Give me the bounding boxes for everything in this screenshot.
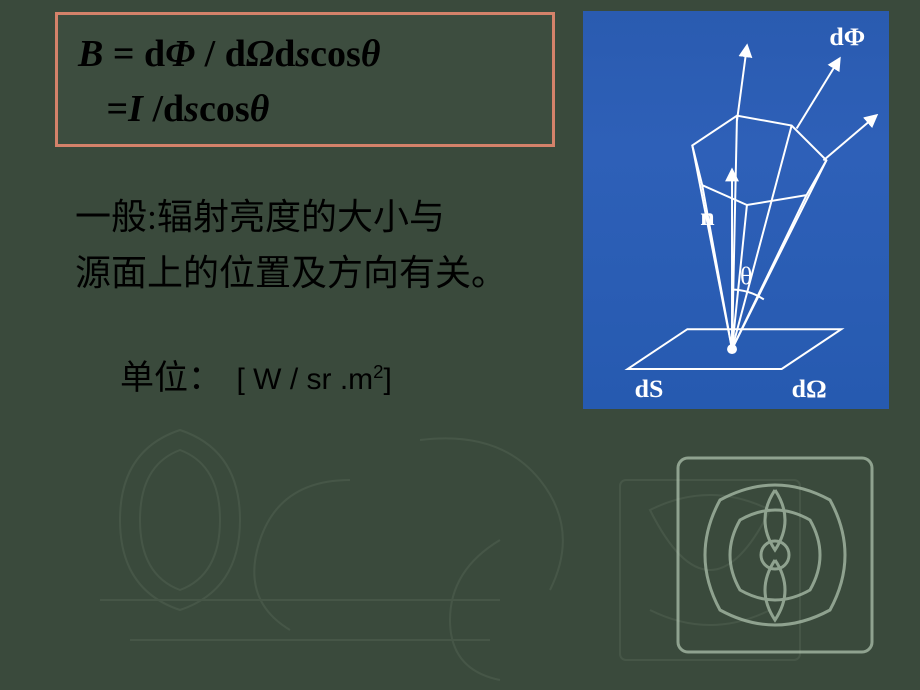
description-line-2: 源面上的位置及方向有关。 [75,246,555,302]
diagram-label-theta: θ [740,262,752,291]
formula-line-2: =I /dscosθ [78,82,532,137]
diagram-label-ds: dS [635,374,664,403]
unit-row: 单位： [ W / sr .m2] [120,350,392,399]
diagram-label-dphi: dΦ [829,22,865,51]
unit-value: [ W / sr .m2] [237,363,392,396]
diagram-label-domega: dΩ [792,374,827,403]
decorative-seal [670,450,880,660]
formula-line-1: B = dΦ / dΩdscosθ [78,27,532,82]
diagram-label-n: n [700,202,714,231]
unit-label: 单位： [120,360,222,397]
description-text: 一般:辐射亮度的大小与 源面上的位置及方向有关。 [75,190,555,302]
formula-box: B = dΦ / dΩdscosθ =I /dscosθ [55,12,555,147]
radiance-diagram: dΦ n θ dS dΩ [582,10,890,410]
description-line-1: 一般:辐射亮度的大小与 [75,190,555,246]
